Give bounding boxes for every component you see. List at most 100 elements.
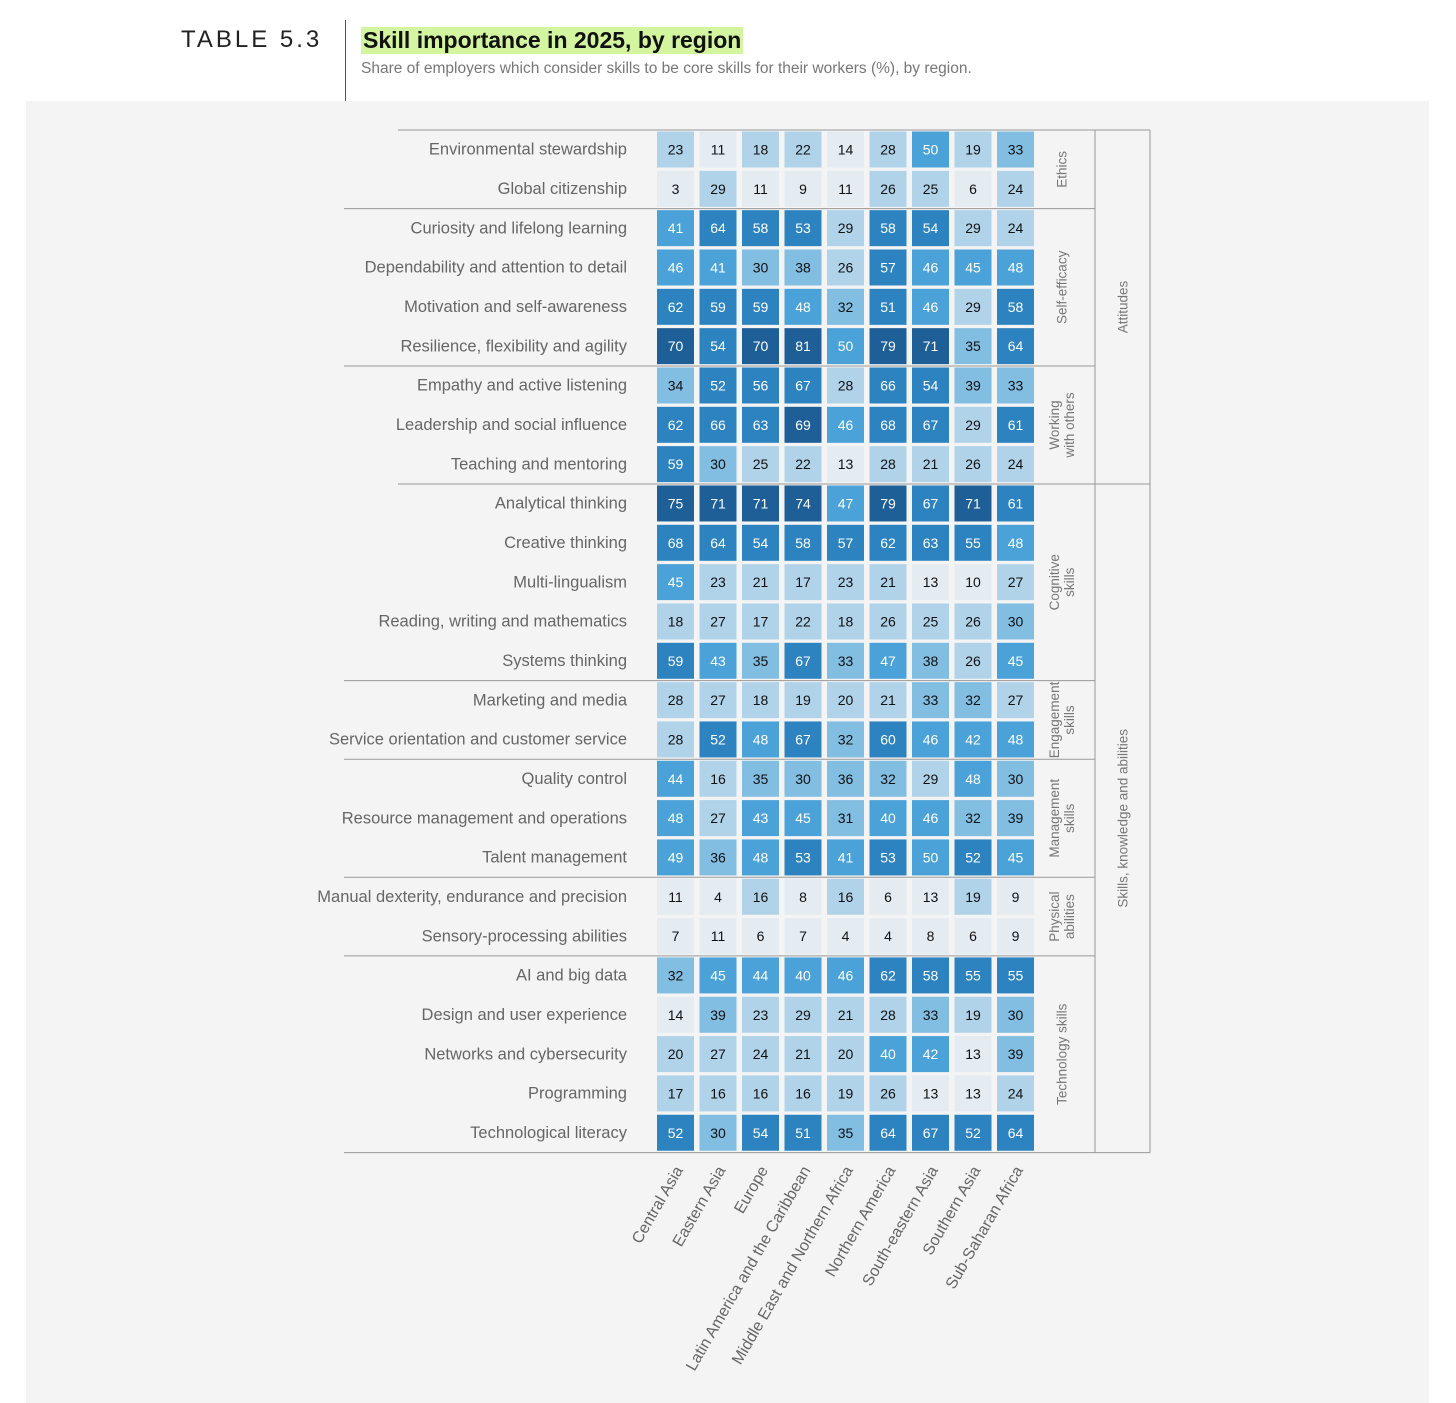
heatmap-cell [742, 1036, 779, 1073]
heatmap-cell [784, 1036, 822, 1073]
heatmap-cell [784, 996, 822, 1033]
heatmap-cell [657, 682, 694, 719]
heatmap-cell [784, 170, 822, 207]
heatmap-cell [954, 800, 992, 837]
cell-value-label: 9 [1012, 928, 1020, 944]
cell-value-label: 67 [923, 417, 939, 433]
cell-value-label: 43 [753, 810, 769, 826]
heatmap-cell [742, 878, 779, 915]
heatmap-cell [657, 839, 694, 876]
heatmap-cell [997, 642, 1034, 679]
heatmap-cell [997, 721, 1034, 758]
cell-value-label: 14 [838, 142, 854, 158]
cell-value-label: 11 [668, 889, 683, 905]
cell-value-label: 19 [795, 692, 811, 708]
heatmap-cell [657, 406, 694, 443]
cell-value-label: 61 [1008, 417, 1024, 433]
cell-value-label: 39 [1008, 1046, 1024, 1062]
heatmap-cell [954, 839, 992, 876]
cell-value-label: 46 [923, 259, 939, 275]
cell-value-label: 27 [710, 1046, 726, 1062]
cell-value-label: 24 [753, 1046, 769, 1062]
group-label: skills [1062, 803, 1077, 832]
row-label: Creative thinking [504, 534, 627, 552]
cell-value-label: 23 [753, 1007, 769, 1023]
cell-value-label: 32 [880, 771, 896, 787]
cell-value-label: 38 [923, 653, 939, 669]
cell-value-label: 59 [710, 299, 726, 315]
cell-value-label: 46 [668, 259, 684, 275]
heatmap-cell [784, 1114, 822, 1151]
cell-value-label: 6 [969, 928, 977, 944]
cell-value-label: 29 [965, 220, 981, 236]
row-label: Design and user experience [422, 1006, 627, 1024]
cell-value-label: 23 [668, 142, 684, 158]
heatmap-cell [954, 485, 992, 522]
heatmap-cell [827, 367, 864, 404]
heatmap-cell [784, 485, 822, 522]
heatmap-cell [827, 957, 864, 994]
heatmap-cell [742, 996, 779, 1033]
header-divider [345, 20, 346, 101]
group-label: Self-efficacy [1055, 250, 1070, 324]
row-label: Analytical thinking [495, 495, 627, 513]
cell-value-label: 30 [1008, 771, 1024, 787]
heatmap-cell [742, 682, 779, 719]
heatmap-cell [742, 406, 779, 443]
column-label: Sub-Saharan Africa [943, 1163, 1027, 1292]
cell-value-label: 30 [795, 771, 811, 787]
cell-value-label: 29 [965, 417, 981, 433]
cell-value-label: 46 [838, 967, 854, 983]
cell-value-label: 57 [880, 259, 896, 275]
row-label: Manual dexterity, endurance and precisio… [317, 888, 627, 906]
cell-value-label: 38 [795, 259, 811, 275]
cell-value-label: 48 [795, 299, 811, 315]
cell-value-label: 20 [838, 692, 854, 708]
cell-value-label: 16 [710, 771, 726, 787]
row-label: AI and big data [516, 967, 628, 985]
cell-value-label: 16 [753, 889, 769, 905]
heatmap-cell [869, 682, 907, 719]
heatmap-cell [657, 1114, 694, 1151]
cell-value-label: 11 [838, 181, 853, 197]
cell-value-label: 63 [753, 417, 769, 433]
heatmap-cell [742, 170, 779, 207]
heatmap-cell [784, 210, 822, 247]
heatmap-cell [827, 328, 864, 365]
heatmap-cell [699, 682, 737, 719]
heatmap-cell [742, 249, 779, 286]
heatmap-cell [997, 760, 1034, 797]
cell-value-label: 58 [753, 220, 769, 236]
cell-value-label: 26 [965, 613, 981, 629]
heatmap-cell [997, 288, 1034, 325]
cell-value-label: 29 [923, 771, 939, 787]
heatmap-cell [912, 918, 949, 955]
supergroup-label: Skills, knowledge and abilities [1116, 729, 1131, 908]
cell-value-label: 4 [842, 928, 850, 944]
table-number-label: TABLE 5.3 [181, 26, 323, 53]
cell-value-label: 58 [923, 967, 939, 983]
table-title: Skill importance in 2025, by region [361, 27, 744, 54]
cell-value-label: 54 [923, 377, 939, 393]
cell-value-label: 59 [753, 299, 769, 315]
cell-value-label: 11 [711, 142, 726, 158]
cell-value-label: 59 [668, 653, 684, 669]
heatmap-cell [912, 642, 949, 679]
cell-value-label: 75 [668, 495, 684, 511]
heatmap-cell [699, 249, 737, 286]
heatmap-cell [742, 524, 779, 561]
heatmap-cell [912, 367, 949, 404]
cell-value-label: 55 [965, 967, 981, 983]
cell-value-label: 30 [710, 1125, 726, 1141]
row-label: Leadership and social influence [396, 416, 627, 434]
heatmap-cell [869, 957, 907, 994]
cell-value-label: 19 [965, 142, 981, 158]
cell-value-label: 22 [795, 142, 811, 158]
cell-value-label: 23 [710, 574, 726, 590]
cell-value-label: 68 [880, 417, 896, 433]
heatmap-cell [997, 1075, 1034, 1112]
cell-value-label: 48 [1008, 535, 1024, 551]
heatmap-cell [997, 957, 1034, 994]
cell-value-label: 41 [668, 220, 684, 236]
heatmap-cell [699, 603, 737, 640]
